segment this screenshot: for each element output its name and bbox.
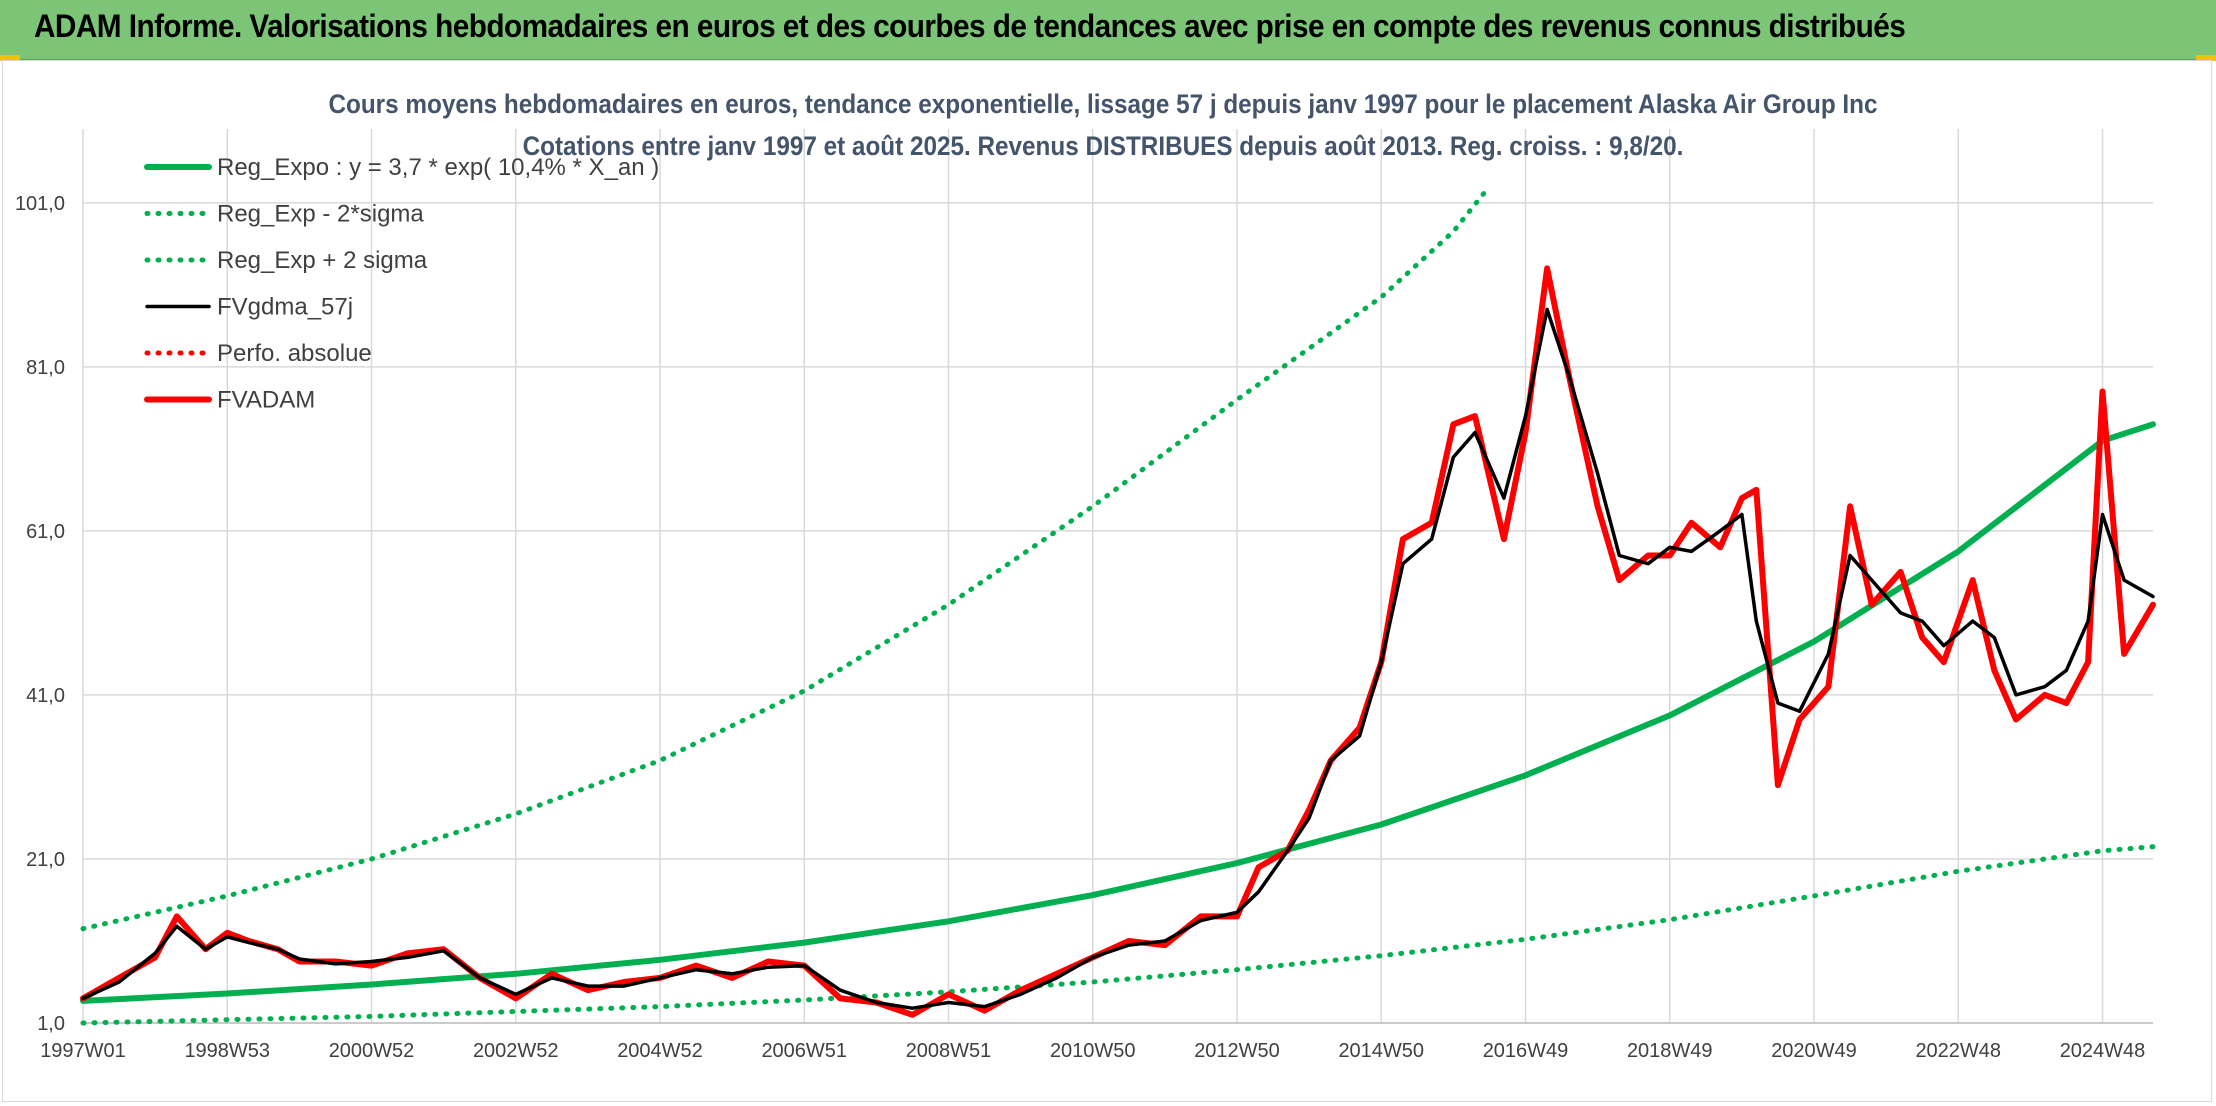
x-tick-label: 2012W50 <box>1194 1040 1280 1062</box>
banner-title: ADAM Informe. Valorisations hebdomadaire… <box>34 8 1906 44</box>
legend-label: Reg_Expo : y = 3,7 * exp( 10,4% * X_an ) <box>217 154 659 181</box>
legend-label: FVADAM <box>217 387 315 414</box>
x-tick-label: 2018W49 <box>1627 1040 1713 1062</box>
gridlines <box>82 129 2153 1024</box>
x-tick-label: 2014W50 <box>1338 1040 1424 1062</box>
x-tick-label: 2002W52 <box>473 1040 559 1062</box>
y-tick-label: 101,0 <box>15 193 65 215</box>
y-tick-label: 21,0 <box>26 849 65 871</box>
series-line-reg-exp <box>80 183 1492 932</box>
series-lines <box>80 183 2156 1026</box>
x-tick-label: 2000W52 <box>329 1040 415 1062</box>
legend-label: Perfo. absolue <box>217 340 372 367</box>
y-tick-label: 61,0 <box>26 521 65 543</box>
x-tick-label: 2010W50 <box>1050 1040 1136 1062</box>
x-tick-label: 2016W49 <box>1483 1040 1569 1062</box>
y-axis-ticks: 1,0 21,0 41,0 61,0 81,0 101,0 <box>15 193 65 1035</box>
legend: Reg_Expo : y = 3,7 * exp( 10,4% * X_an )… <box>144 154 659 414</box>
x-tick-label: 2006W51 <box>761 1040 847 1062</box>
chart-area: 1,0 21,0 41,0 61,0 81,0 101,0 1997W01 1998W53 2… <box>2 60 2212 1102</box>
x-tick-label: 2004W52 <box>617 1040 703 1062</box>
y-tick-label: 1,0 <box>37 1013 65 1035</box>
chart-svg: 1,0 21,0 41,0 61,0 81,0 101,0 1997W01 1998W53 2… <box>15 90 2156 1062</box>
x-tick-label: 2024W48 <box>2060 1040 2146 1062</box>
corner-marker-left <box>0 55 20 61</box>
corner-marker-right <box>2196 55 2216 61</box>
series-line-fvgdma-57j <box>81 307 2155 1010</box>
legend-label: Reg_Exp - 2*sigma <box>217 201 424 228</box>
x-tick-label: 1998W53 <box>184 1040 270 1062</box>
y-tick-label: 81,0 <box>26 357 65 379</box>
series-line-reg-expo <box>80 421 2156 1004</box>
x-tick-label: 2022W48 <box>1915 1040 2001 1062</box>
x-tick-label: 2008W51 <box>906 1040 992 1062</box>
chart-title: Cours moyens hebdomadaires en euros, ten… <box>328 90 1877 119</box>
series-line-fvadam <box>80 265 2156 1018</box>
y-tick-label: 41,0 <box>26 685 65 707</box>
chart-subtitle: Cotations entre janv 1997 et août 2025. … <box>523 132 1684 161</box>
series-line-reg-exp <box>80 844 2156 1026</box>
legend-label: Reg_Exp + 2 sigma <box>217 247 428 274</box>
x-tick-label: 2020W49 <box>1771 1040 1857 1062</box>
x-tick-label: 1997W01 <box>40 1040 126 1062</box>
x-axis-ticks: 1997W01 1998W53 2000W52 2002W52 2004W52 2006W… <box>40 1040 2145 1062</box>
report-banner: ADAM Informe. Valorisations hebdomadaire… <box>0 0 2216 60</box>
legend-label: FVgdma_57j <box>217 294 353 321</box>
